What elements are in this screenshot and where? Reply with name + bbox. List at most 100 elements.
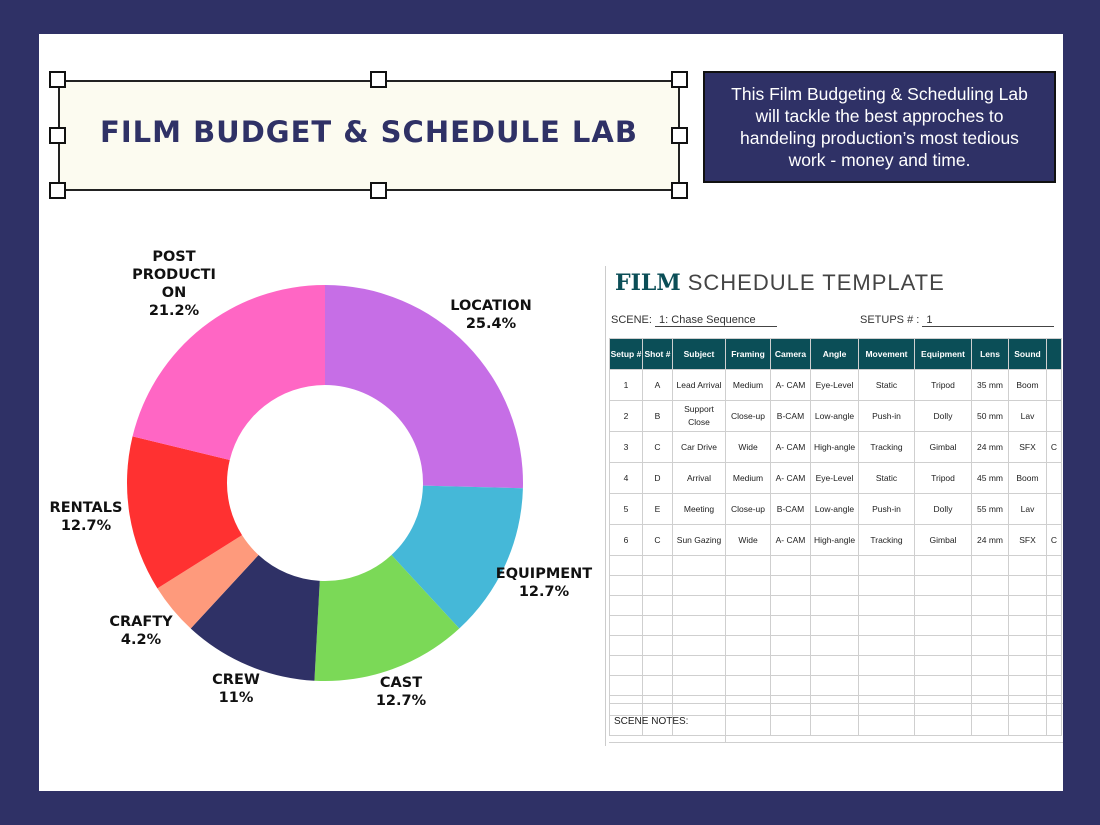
table-cell[interactable]: [642, 655, 673, 676]
table-cell[interactable]: [770, 675, 811, 696]
table-cell[interactable]: Sun Gazing: [672, 524, 726, 556]
table-cell[interactable]: [810, 615, 859, 636]
table-cell[interactable]: [725, 675, 771, 696]
table-cell[interactable]: 45 mm: [971, 462, 1009, 494]
table-cell[interactable]: [858, 675, 915, 696]
table-cell[interactable]: [914, 595, 972, 616]
table-cell[interactable]: Static: [858, 369, 915, 401]
table-cell[interactable]: [971, 555, 1009, 576]
table-cell[interactable]: Tracking: [858, 431, 915, 463]
table-cell[interactable]: 55 mm: [971, 493, 1009, 525]
table-cell[interactable]: [858, 555, 915, 576]
table-cell[interactable]: [725, 595, 771, 616]
table-cell[interactable]: [672, 575, 726, 596]
table-cell[interactable]: B-CAM: [770, 493, 811, 525]
table-cell[interactable]: Dolly: [914, 400, 972, 432]
table-cell[interactable]: 24 mm: [971, 524, 1009, 556]
table-cell[interactable]: [1046, 555, 1062, 576]
table-cell[interactable]: Gimbal: [914, 431, 972, 463]
resize-handle-top-right[interactable]: [671, 71, 688, 88]
table-cell[interactable]: [609, 635, 643, 656]
table-cell[interactable]: Car Drive: [672, 431, 726, 463]
table-cell[interactable]: [725, 555, 771, 576]
table-cell[interactable]: [914, 615, 972, 636]
resize-handle-right[interactable]: [671, 127, 688, 144]
table-cell[interactable]: Gimbal: [914, 524, 972, 556]
table-cell[interactable]: [642, 635, 673, 656]
table-cell[interactable]: Push-in: [858, 493, 915, 525]
table-cell[interactable]: [971, 615, 1009, 636]
table-cell[interactable]: [971, 575, 1009, 596]
table-cell[interactable]: Tracking: [858, 524, 915, 556]
table-cell[interactable]: [858, 575, 915, 596]
table-cell[interactable]: Eye-Level: [810, 369, 859, 401]
table-cell[interactable]: [672, 675, 726, 696]
table-cell[interactable]: [672, 655, 726, 676]
table-cell[interactable]: 1: [609, 369, 643, 401]
table-cell[interactable]: Boom: [1008, 462, 1047, 494]
table-cell[interactable]: Boom: [1008, 369, 1047, 401]
table-cell[interactable]: [609, 575, 643, 596]
table-cell[interactable]: B-CAM: [770, 400, 811, 432]
table-cell[interactable]: [1008, 635, 1047, 656]
table-cell[interactable]: [725, 575, 771, 596]
table-cell[interactable]: [971, 635, 1009, 656]
table-cell[interactable]: Lav: [1008, 400, 1047, 432]
table-cell[interactable]: A- CAM: [770, 524, 811, 556]
table-cell[interactable]: 24 mm: [971, 431, 1009, 463]
table-cell[interactable]: [1046, 655, 1062, 676]
table-cell[interactable]: [642, 675, 673, 696]
table-cell[interactable]: E: [642, 493, 673, 525]
table-cell[interactable]: [1046, 615, 1062, 636]
table-cell[interactable]: A- CAM: [770, 369, 811, 401]
table-cell[interactable]: D: [642, 462, 673, 494]
table-cell[interactable]: 35 mm: [971, 369, 1009, 401]
table-cell[interactable]: Tripod: [914, 369, 972, 401]
table-cell[interactable]: [914, 675, 972, 696]
table-cell[interactable]: Low-angle: [810, 400, 859, 432]
table-cell[interactable]: [725, 655, 771, 676]
table-cell[interactable]: [770, 595, 811, 616]
table-cell[interactable]: [1046, 369, 1062, 401]
table-cell[interactable]: [810, 555, 859, 576]
table-cell[interactable]: [971, 595, 1009, 616]
table-cell[interactable]: 50 mm: [971, 400, 1009, 432]
table-cell[interactable]: Wide: [725, 431, 771, 463]
table-cell[interactable]: A- CAM: [770, 462, 811, 494]
table-cell[interactable]: Low-angle: [810, 493, 859, 525]
table-cell[interactable]: [1046, 595, 1062, 616]
table-cell[interactable]: [858, 655, 915, 676]
table-cell[interactable]: [858, 615, 915, 636]
table-cell[interactable]: [1046, 400, 1062, 432]
resize-handle-left[interactable]: [49, 127, 66, 144]
table-cell[interactable]: [609, 595, 643, 616]
table-cell[interactable]: [914, 635, 972, 656]
table-cell[interactable]: Lav: [1008, 493, 1047, 525]
table-cell[interactable]: [1008, 595, 1047, 616]
table-cell[interactable]: [971, 655, 1009, 676]
table-cell[interactable]: Arrival: [672, 462, 726, 494]
table-cell[interactable]: A- CAM: [770, 431, 811, 463]
table-cell[interactable]: Support Close: [672, 400, 726, 432]
table-cell[interactable]: SFX: [1008, 431, 1047, 463]
table-cell[interactable]: [672, 615, 726, 636]
table-cell[interactable]: [770, 615, 811, 636]
table-cell[interactable]: [810, 635, 859, 656]
table-cell[interactable]: [1046, 675, 1062, 696]
table-cell[interactable]: [1046, 635, 1062, 656]
table-cell[interactable]: A: [642, 369, 673, 401]
table-cell[interactable]: Tripod: [914, 462, 972, 494]
table-cell[interactable]: Medium: [725, 369, 771, 401]
table-cell[interactable]: [1008, 655, 1047, 676]
table-cell[interactable]: [609, 615, 643, 636]
table-cell[interactable]: [770, 635, 811, 656]
table-cell[interactable]: [1008, 575, 1047, 596]
table-cell[interactable]: [725, 635, 771, 656]
table-cell[interactable]: Push-in: [858, 400, 915, 432]
resize-handle-bottom-left[interactable]: [49, 182, 66, 199]
table-cell[interactable]: C: [1046, 431, 1062, 463]
table-cell[interactable]: [914, 655, 972, 676]
resize-handle-top-left[interactable]: [49, 71, 66, 88]
table-cell[interactable]: C: [1046, 524, 1062, 556]
table-cell[interactable]: Meeting: [672, 493, 726, 525]
